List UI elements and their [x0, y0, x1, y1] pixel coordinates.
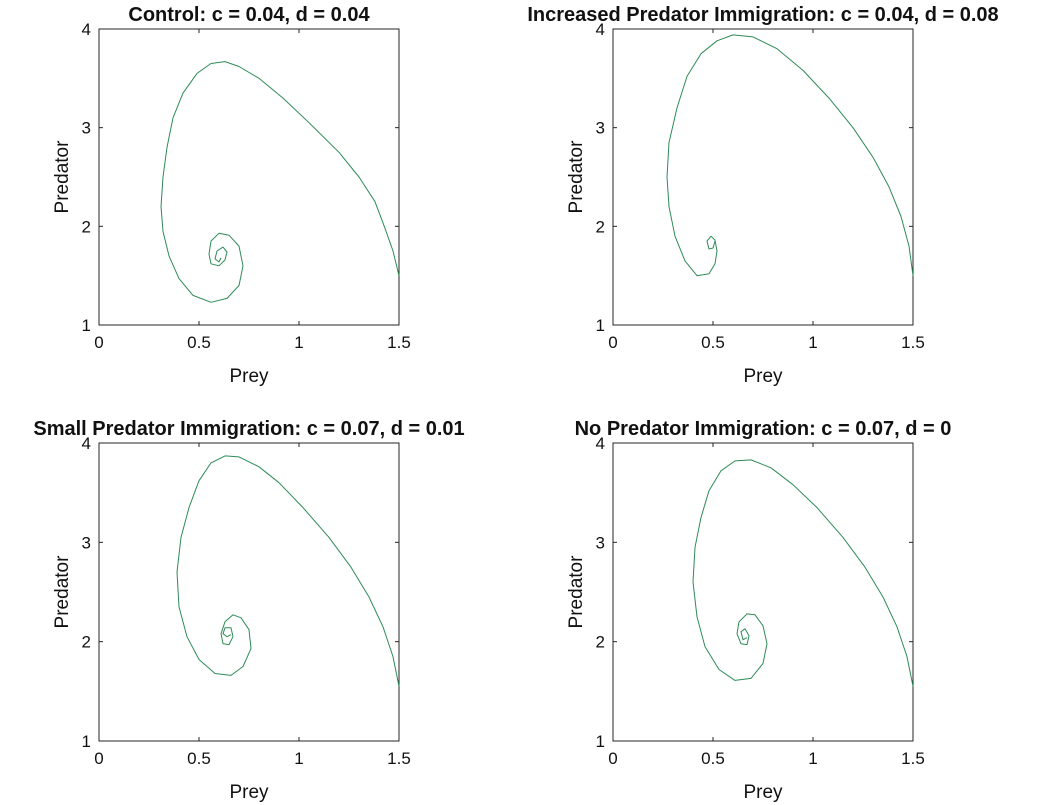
- x-axis-label: Prey: [229, 366, 269, 387]
- y-tick-label: 3: [596, 533, 605, 552]
- y-tick-label: 3: [596, 119, 605, 138]
- y-tick-label: 4: [82, 20, 91, 39]
- x-tick-label: 1: [294, 749, 303, 768]
- axes-box: [98, 28, 400, 326]
- subplot-title: No Predator Immigration: c = 0.07, d = 0: [575, 418, 952, 440]
- subplot-4: 0 0.5 1 1.5 1 2 3 4No Predator Immigration: c =…: [566, 418, 951, 803]
- x-tick-label: 1: [808, 749, 817, 768]
- trajectory-line: [176, 455, 400, 687]
- y-tick-label: 1: [596, 732, 605, 751]
- x-tick-label: 1.5: [901, 333, 925, 352]
- y-tick-label: 2: [596, 633, 605, 652]
- x-axis-label: Prey: [743, 782, 783, 803]
- trajectory-line: [160, 61, 400, 303]
- y-tick-label: 1: [596, 316, 605, 335]
- x-tick-label: 1: [294, 333, 303, 352]
- y-tick-label: 1: [82, 732, 91, 751]
- y-tick-label: 4: [596, 20, 605, 39]
- x-axis-label: Prey: [229, 782, 269, 803]
- y-tick-label: 3: [82, 119, 91, 138]
- x-tick-label: 1.5: [387, 333, 411, 352]
- subplot-title: Increased Predator Immigration: c = 0.04…: [527, 4, 998, 26]
- trajectory-line: [692, 459, 914, 687]
- y-tick-label: 3: [82, 533, 91, 552]
- y-tick-label: 4: [596, 434, 605, 453]
- y-axis-label: Predator: [52, 140, 73, 214]
- x-axis-label: Prey: [743, 366, 783, 387]
- y-axis-label: Predator: [566, 555, 587, 629]
- subplot-1: 0 0.5 1 1.5 1 2 3 4 Control: c = 0.04, d = 0.04 P…: [52, 4, 411, 387]
- x-tick-label: 0: [94, 333, 103, 352]
- y-tick-label: 2: [596, 217, 605, 236]
- y-tick-label: 4: [82, 434, 91, 453]
- subplot-title: Small Predator Immigration: c = 0.07, d …: [33, 418, 464, 440]
- axes-box: [98, 442, 400, 742]
- x-tick-label: 0.5: [701, 333, 725, 352]
- x-tick-label: 1.5: [387, 749, 411, 768]
- y-tick-label: 2: [82, 217, 91, 236]
- y-axis-label: Predator: [566, 140, 587, 214]
- x-tick-label: 0: [608, 333, 617, 352]
- x-tick-label: 1: [808, 333, 817, 352]
- y-tick-label: 2: [82, 633, 91, 652]
- y-tick-label: 1: [82, 316, 91, 335]
- y-axis-label: Predator: [52, 555, 73, 629]
- x-tick-label: 0.5: [187, 749, 211, 768]
- x-tick-label: 0: [94, 749, 103, 768]
- x-tick-label: 1.5: [901, 749, 925, 768]
- axes-box: [612, 442, 914, 742]
- trajectory-line: [666, 34, 914, 277]
- x-tick-label: 0.5: [701, 749, 725, 768]
- subplot-title: Control: c = 0.04, d = 0.04: [128, 4, 370, 26]
- x-tick-label: 0: [608, 749, 617, 768]
- axes-box: [612, 28, 914, 326]
- x-tick-label: 0.5: [187, 333, 211, 352]
